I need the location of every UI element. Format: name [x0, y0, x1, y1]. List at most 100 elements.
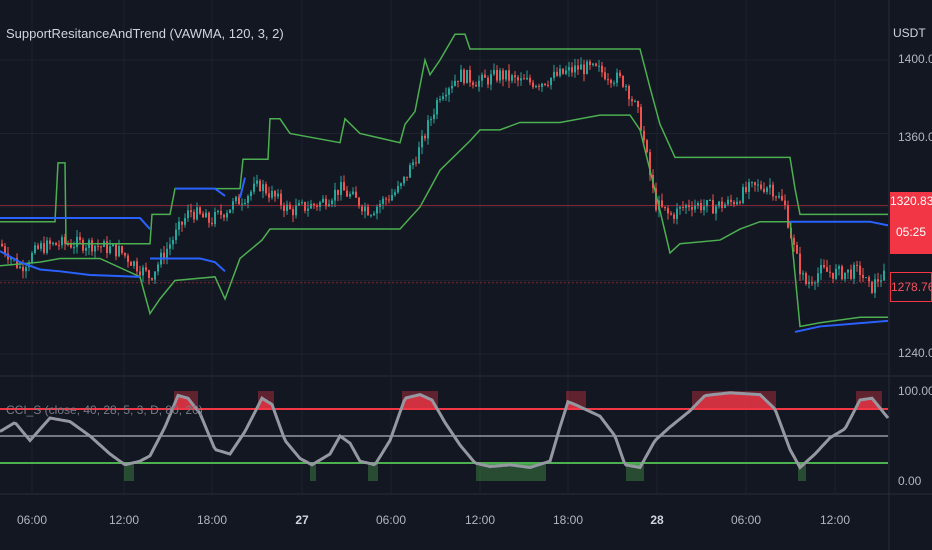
overbought-zone: [412, 391, 414, 397]
overbought-zone: [432, 391, 434, 400]
overbought-zone: [418, 391, 420, 396]
indicator-title[interactable]: SupportResitanceAndTrend (VAWMA, 120, 3,…: [6, 26, 284, 41]
overbought-fill: [698, 402, 700, 409]
candle-body: [196, 207, 198, 220]
candle-body: [106, 241, 108, 253]
candle-body: [331, 200, 333, 205]
candle-body: [742, 186, 744, 203]
candle-body: [22, 266, 24, 272]
candle-body: [550, 77, 552, 86]
candle-body: [76, 236, 78, 248]
oversold-fill: [528, 463, 530, 468]
overbought-fill: [724, 393, 726, 409]
candle-body: [40, 243, 42, 249]
oversold-zone: [508, 464, 510, 481]
candle-body: [175, 229, 177, 241]
candle-body: [724, 204, 726, 208]
candle-body: [208, 212, 210, 223]
oscillator-title[interactable]: CCI_S (close, 40, 28, 5, 3, D, 80, 20): [6, 403, 203, 417]
oversold-zone: [510, 464, 512, 481]
candle-body: [682, 206, 684, 208]
candle-body: [517, 77, 519, 81]
overbought-zone: [692, 391, 694, 409]
overbought-fill: [740, 393, 742, 409]
overbought-fill: [704, 396, 706, 409]
candle-body: [382, 198, 384, 204]
trend-band-line: [150, 257, 226, 273]
candle-body: [214, 212, 216, 225]
overbought-zone: [194, 391, 196, 406]
overbought-zone: [260, 391, 262, 403]
candle-body: [739, 201, 741, 203]
overbought-zone: [574, 391, 576, 405]
candle-body: [172, 240, 174, 245]
time-tick-label: 12:00: [819, 513, 851, 527]
candle-body: [745, 186, 747, 192]
candle-body: [1, 243, 3, 247]
candle-body: [244, 202, 246, 204]
overbought-zone: [876, 391, 878, 404]
candle-body: [424, 135, 426, 139]
oversold-zone: [514, 465, 516, 481]
overbought-fill: [412, 396, 414, 409]
candle-body: [349, 194, 351, 197]
candle-body: [469, 69, 471, 83]
oversold-zone: [520, 466, 522, 481]
oversold-zone: [628, 465, 630, 481]
candle-body: [760, 184, 762, 189]
candle-body: [310, 203, 312, 209]
countdown-badge: 05:25: [890, 210, 932, 254]
marker-price-badge: 1278.76: [890, 272, 932, 302]
overbought-zone: [410, 391, 412, 397]
candle-body: [799, 253, 801, 275]
candle-body: [700, 202, 702, 211]
candle-body: [751, 182, 753, 184]
overbought-fill: [416, 395, 418, 409]
time-tick-label: 18:00: [196, 513, 228, 527]
candle-body: [646, 140, 648, 153]
overbought-fill: [188, 398, 190, 409]
candle-body: [49, 240, 51, 245]
candle-body: [154, 271, 156, 280]
candle-body: [703, 206, 705, 211]
candle-body: [508, 70, 510, 81]
oversold-zone: [634, 466, 636, 481]
candle-body: [199, 207, 201, 214]
overbought-zone: [188, 391, 190, 399]
candle-body: [520, 78, 522, 81]
candle-body: [376, 206, 378, 214]
overbought-fill: [428, 398, 430, 409]
overbought-zone: [584, 391, 586, 409]
overbought-fill: [738, 393, 740, 409]
candle-body: [355, 191, 357, 198]
candle-body: [367, 206, 369, 216]
overbought-fill: [760, 394, 762, 409]
candle-body: [775, 196, 777, 198]
oversold-zone: [482, 464, 484, 481]
candle-body: [187, 210, 189, 219]
time-tick-label: 18:00: [552, 513, 584, 527]
overbought-zone: [762, 391, 764, 397]
overbought-zone: [186, 391, 188, 398]
candle-body: [52, 242, 54, 245]
candle-body: [649, 152, 651, 176]
overbought-fill: [258, 406, 260, 409]
overbought-zone: [570, 391, 572, 403]
candle-body: [73, 247, 75, 249]
candle-body: [445, 94, 447, 97]
overbought-zone: [858, 391, 860, 404]
candle-body: [463, 69, 465, 84]
candle-body: [763, 188, 765, 192]
candle-body: [601, 65, 603, 73]
candle-body: [337, 189, 339, 195]
candle-body: [733, 201, 735, 205]
candle-body: [37, 245, 39, 249]
candle-body: [730, 199, 732, 202]
candle-body: [709, 200, 711, 202]
candle-body: [565, 70, 567, 74]
overbought-zone: [422, 391, 424, 396]
trend-band-line: [239, 177, 246, 199]
candle-body: [358, 197, 360, 207]
